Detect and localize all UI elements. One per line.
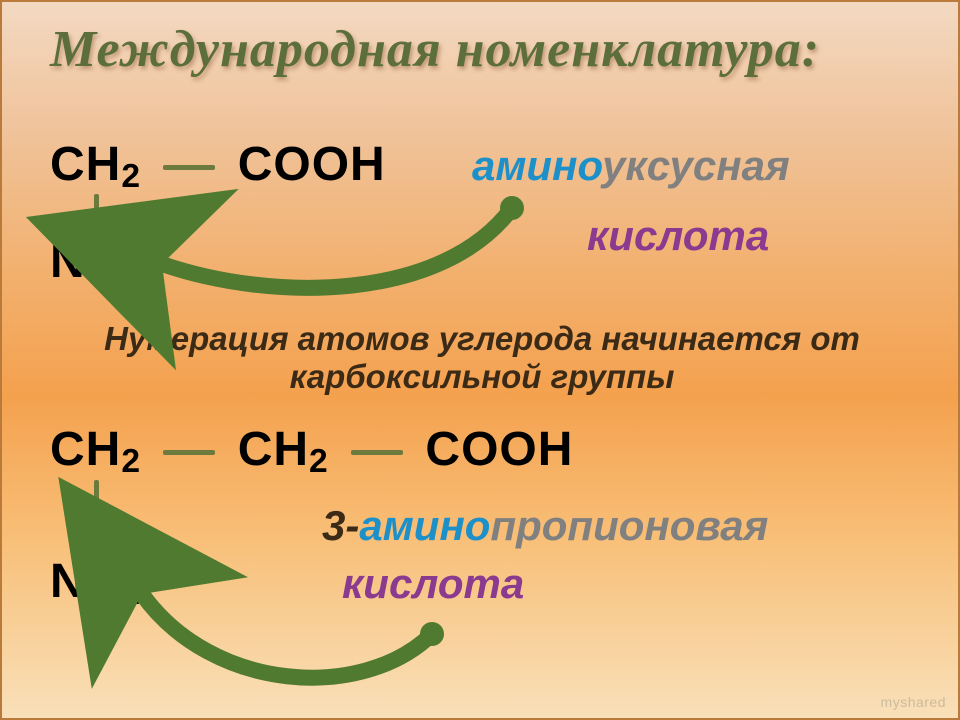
vertical-bond-icon: [94, 480, 99, 550]
c1-ch2: CH2: [50, 138, 141, 191]
root-uksus: уксусная: [602, 142, 790, 189]
root-propion: пропионовая: [490, 502, 768, 549]
compound1-top-row: CH2 COOH: [50, 137, 386, 192]
rule-text: Нумерация атомов углерода начинается от …: [52, 320, 912, 396]
compound2-top-row: CH2 CH2 COOH: [50, 422, 573, 477]
c2-ch2b: CH2: [238, 423, 329, 476]
prefix-amino: амино: [359, 502, 490, 549]
c1-cooh: COOH: [238, 138, 386, 191]
compound2-name-line1: 3-аминопропионовая: [322, 502, 768, 550]
watermark: myshared: [881, 694, 946, 710]
slide-canvas: Международная номенклатура: CH2 COOH NH2…: [0, 0, 960, 720]
compound2-name-acid: кислота: [342, 560, 524, 608]
compound1-name-line1: аминоуксусная: [472, 142, 790, 190]
vertical-bond-icon: [94, 194, 99, 234]
compound1-nh2: NH2: [50, 234, 141, 289]
bond-icon: [163, 450, 215, 455]
c2-cooh: COOH: [425, 423, 573, 476]
compound1-name-acid: кислота: [587, 212, 769, 260]
num-prefix: 3-: [322, 502, 359, 549]
bond-icon: [163, 165, 215, 170]
compound2-nh2: NH2: [50, 554, 141, 609]
bond-icon: [351, 450, 403, 455]
slide-title: Международная номенклатура:: [50, 20, 820, 79]
c2-ch2a: CH2: [50, 423, 141, 476]
prefix-amino: амино: [472, 142, 602, 189]
